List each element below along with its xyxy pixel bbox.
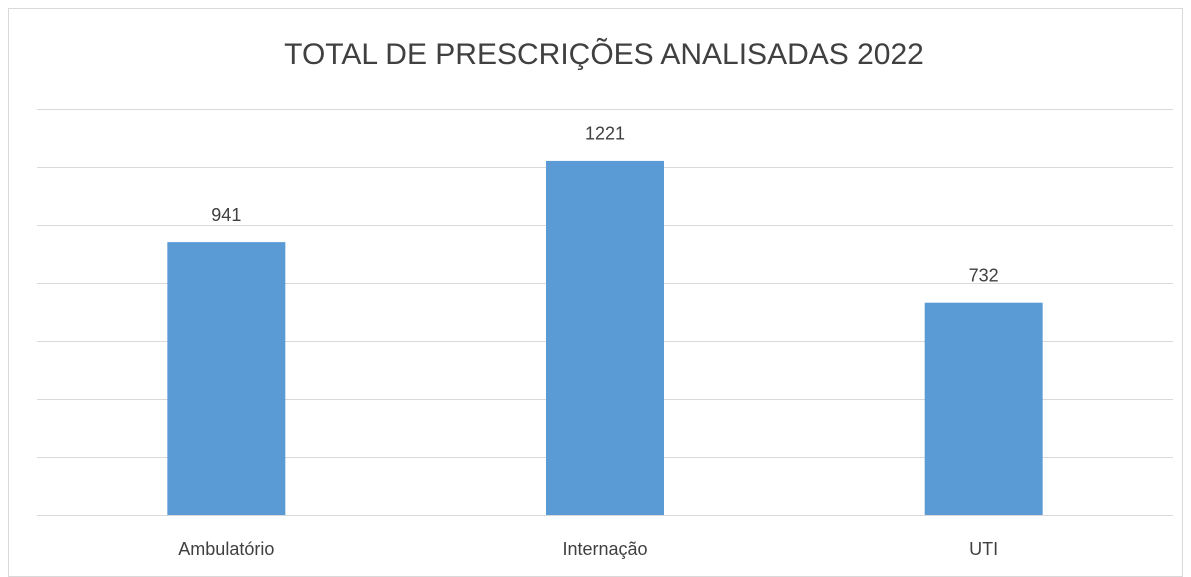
chart-title: TOTAL DE PRESCRIÇÕES ANALISADAS 2022 xyxy=(284,37,924,71)
x-tick-label: UTI xyxy=(969,539,998,559)
bar xyxy=(546,160,664,515)
data-label: 732 xyxy=(969,265,999,285)
data-label: 1221 xyxy=(585,124,625,144)
x-tick-label: Internação xyxy=(562,539,647,559)
x-tick-label: Ambulatório xyxy=(178,539,274,559)
data-label: 941 xyxy=(211,205,241,225)
bar xyxy=(924,302,1043,515)
bar xyxy=(167,242,286,516)
